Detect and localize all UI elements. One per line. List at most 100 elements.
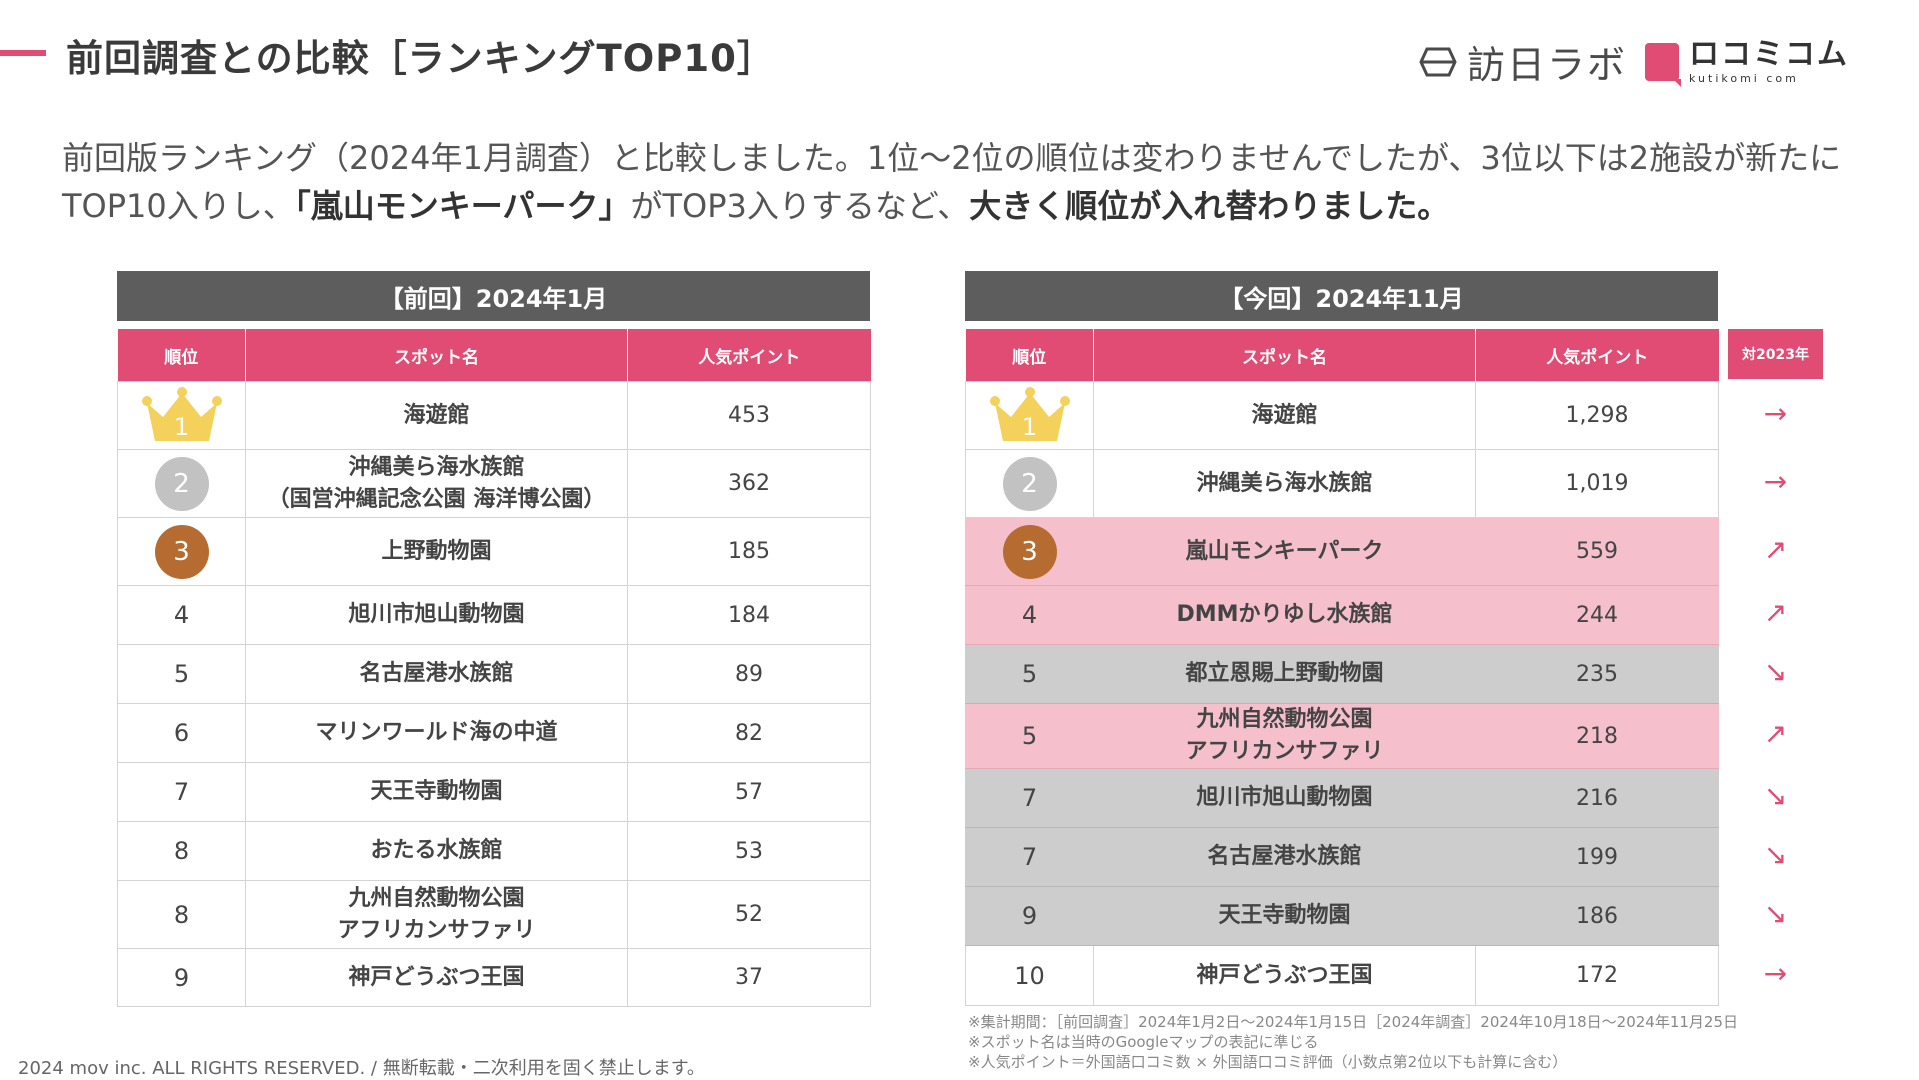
rank-number: 6 bbox=[173, 719, 190, 747]
points-cell: 184 bbox=[627, 585, 871, 645]
rank-number: 7 bbox=[1021, 784, 1038, 812]
points-cell: 172 bbox=[1475, 945, 1719, 1006]
spot-name-cell: 九州自然動物公園 アフリカンサファリ bbox=[245, 880, 628, 949]
bronze-medal-icon: 3 bbox=[154, 524, 209, 579]
table-row: 2 沖縄美ら海水族館 （国営沖縄記念公園 海洋博公園） 362 bbox=[117, 449, 871, 518]
spot-name-cell: 嵐山モンキーパーク bbox=[1093, 517, 1476, 586]
bronze-medal-icon: 3 bbox=[1002, 524, 1057, 579]
table-row: 6 マリンワールド海の中道 82 bbox=[117, 703, 871, 763]
current-rows: 1 海遊館 1,298 2 沖縄美ら海水族館 1,019 3 嵐山モンキーパーク 559 4 DMM… bbox=[965, 381, 1719, 1006]
points-cell: 1,298 bbox=[1475, 381, 1719, 450]
points-cell: 362 bbox=[627, 449, 871, 518]
arrow-up-right-icon: ↗ bbox=[1763, 596, 1788, 629]
rank-cell: 9 bbox=[965, 886, 1094, 946]
col-trend: 対2023年 bbox=[1728, 329, 1823, 379]
spot-name-line2: アフリカンサファリ bbox=[337, 917, 536, 943]
rank-cell: 1 bbox=[117, 381, 246, 450]
title-accent-line bbox=[0, 50, 46, 56]
arrow-down-right-icon: ↘ bbox=[1763, 897, 1788, 930]
notes: ※集計期間：［前回調査］2024年1月2日〜2024年1月15日［2024年調査… bbox=[968, 1012, 1738, 1072]
hounichi-labo-logo: 訪日ラボ bbox=[1419, 34, 1627, 89]
points-cell: 37 bbox=[627, 948, 871, 1007]
spot-name-cell: 沖縄美ら海水族館 bbox=[1093, 449, 1476, 518]
spot-name-cell: 天王寺動物園 bbox=[245, 762, 628, 822]
rank-cell: 3 bbox=[965, 517, 1094, 586]
rank-cell: 5 bbox=[965, 703, 1094, 769]
table-row: 5 都立恩賜上野動物園 235 bbox=[965, 644, 1719, 704]
col-rank: 順位 bbox=[117, 329, 246, 382]
silver-medal-icon: 2 bbox=[1002, 456, 1057, 511]
table-row: 3 嵐山モンキーパーク 559 bbox=[965, 517, 1719, 586]
points-cell: 89 bbox=[627, 644, 871, 704]
points-cell: 218 bbox=[1475, 703, 1719, 769]
spot-name-cell: 神戸どうぶつ王国 bbox=[1093, 945, 1476, 1006]
previous-rows: 1 海遊館 453 2 沖縄美ら海水族館 （国営沖縄記念公園 海洋博公園） 362 3 上野動物… bbox=[117, 381, 871, 1007]
gold-crown-icon bbox=[989, 386, 1070, 441]
arrow-down-right-icon: ↘ bbox=[1763, 779, 1788, 812]
rank-number: 4 bbox=[1021, 601, 1038, 629]
arrow-up-right-icon: ↗ bbox=[1763, 717, 1788, 750]
rank-number: 1 bbox=[1021, 412, 1038, 441]
table-row: 5 九州自然動物公園 アフリカンサファリ 218 bbox=[965, 703, 1719, 769]
arrow-down-right-icon: ↘ bbox=[1763, 838, 1788, 871]
spot-name: 上野動物園 bbox=[381, 538, 492, 564]
points-cell: 453 bbox=[627, 381, 871, 450]
arrow-right-icon: → bbox=[1763, 396, 1788, 430]
rank-cell: 2 bbox=[117, 449, 246, 518]
previous-ranking-panel: 【前回】2024年1月 順位 スポット名 人気ポイント 1 海遊館 453 2 沖縄美ら… bbox=[117, 271, 871, 1007]
rank-cell: 2 bbox=[965, 449, 1094, 518]
rank-cell: 4 bbox=[965, 585, 1094, 645]
previous-ranking-table: 順位 スポット名 人気ポイント 1 海遊館 453 2 沖縄美ら海水族館 （国営沖縄記念公… bbox=[117, 329, 871, 1007]
note-period: ※集計期間：［前回調査］2024年1月2日〜2024年1月15日［2024年調査… bbox=[968, 1013, 1739, 1031]
spot-name: おたる水族館 bbox=[370, 838, 503, 863]
rank-number: 4 bbox=[173, 601, 190, 629]
rank-number: 1 bbox=[173, 412, 190, 441]
rank-number: 5 bbox=[1021, 660, 1038, 688]
rank-number: 7 bbox=[1021, 843, 1038, 871]
rank-cell: 4 bbox=[117, 585, 246, 645]
spot-name-line2: （国営沖縄記念公園 海洋博公園） bbox=[267, 486, 606, 512]
table-row: 10 神戸どうぶつ王国 172 bbox=[965, 945, 1719, 1006]
arrow-right-icon: → bbox=[1763, 464, 1788, 498]
rank-number: 7 bbox=[173, 778, 190, 806]
points-cell: 199 bbox=[1475, 827, 1719, 887]
points-cell: 559 bbox=[1475, 517, 1719, 586]
rank-number: 3 bbox=[173, 536, 190, 567]
rank-number: 10 bbox=[1014, 961, 1045, 990]
rank-cell: 8 bbox=[117, 880, 246, 949]
points-cell: 186 bbox=[1475, 886, 1719, 946]
arrow-up-right-icon: ↗ bbox=[1763, 532, 1788, 566]
spot-name-line2: アフリカンサファリ bbox=[1185, 739, 1384, 764]
kuchikomi-mark-icon bbox=[1645, 42, 1681, 87]
rank-cell: 7 bbox=[965, 827, 1094, 887]
rank-cell: 3 bbox=[117, 517, 246, 586]
spot-name-cell: 名古屋港水族館 bbox=[1093, 827, 1476, 887]
rank-cell: 10 bbox=[965, 945, 1094, 1006]
rank-cell: 7 bbox=[117, 762, 246, 822]
spot-name: 旭川市旭山動物園 bbox=[348, 602, 525, 627]
table-row: 5 名古屋港水族館 89 bbox=[117, 644, 871, 704]
spot-name-cell: 沖縄美ら海水族館 （国営沖縄記念公園 海洋博公園） bbox=[245, 449, 628, 518]
spot-name-cell: DMMかりゆし水族館 bbox=[1093, 585, 1476, 645]
table-row: 7 名古屋港水族館 199 bbox=[965, 827, 1719, 887]
current-ranking-panel: 【今回】2024年11月 順位 スポット名 人気ポイント 1 海遊館 1,298 2 沖… bbox=[965, 271, 1719, 1006]
logos: 訪日ラボ ロコミコム kutikomi com bbox=[1419, 34, 1849, 89]
spot-name: 九州自然動物公園 bbox=[1196, 707, 1373, 732]
points-cell: 185 bbox=[627, 517, 871, 586]
col-rank: 順位 bbox=[965, 329, 1094, 382]
note-points-formula: ※人気ポイント＝外国語口コミ数 × 外国語口コミ評価（小数点第2位以下も計算に含… bbox=[968, 1053, 1568, 1071]
table-row: 1 海遊館 1,298 bbox=[965, 381, 1719, 450]
col-points: 人気ポイント bbox=[1475, 329, 1719, 382]
rank-number: 5 bbox=[1021, 722, 1038, 750]
spot-name-cell: 都立恩賜上野動物園 bbox=[1093, 644, 1476, 704]
lead-text-2: がTOP3入りするなど、 bbox=[630, 187, 970, 225]
points-cell: 244 bbox=[1475, 585, 1719, 645]
spot-name: 名古屋港水族館 bbox=[359, 661, 514, 686]
points-cell: 53 bbox=[627, 821, 871, 881]
rank-cell: 6 bbox=[117, 703, 246, 763]
table-row: 8 おたる水族館 53 bbox=[117, 821, 871, 881]
arrow-right-icon: → bbox=[1763, 956, 1788, 990]
page-title: 前回調査との比較［ランキングTOP10］ bbox=[66, 37, 775, 80]
spot-name-cell: 海遊館 bbox=[1093, 381, 1476, 450]
spot-name: 嵐山モンキーパーク bbox=[1185, 538, 1384, 564]
